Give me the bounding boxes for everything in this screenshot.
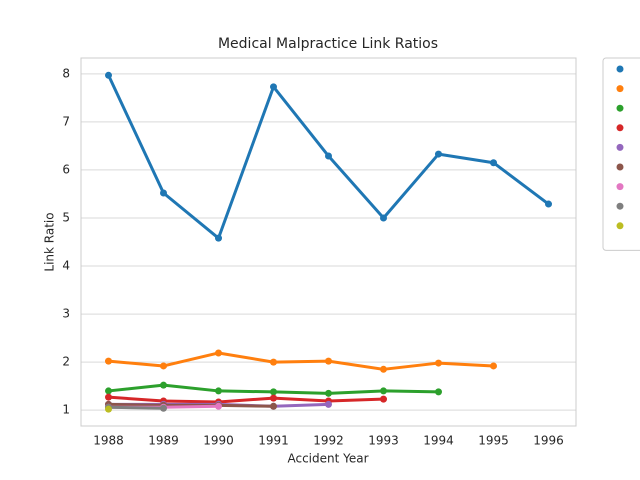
legend-marker [616, 104, 624, 112]
legend-marker [616, 124, 624, 132]
data-point [215, 349, 222, 357]
x-tick-label: 1989 [148, 434, 179, 448]
x-tick-label: 1991 [258, 434, 289, 448]
data-point [380, 387, 387, 395]
y-axis-label: Link Ratio [43, 212, 57, 271]
data-point [490, 362, 497, 370]
data-point [215, 402, 222, 410]
data-point [160, 362, 167, 370]
data-point [105, 393, 112, 401]
data-point [105, 71, 112, 79]
legend-marker [616, 163, 624, 171]
data-point [325, 389, 332, 397]
series-line [108, 395, 384, 404]
data-point [435, 388, 442, 396]
data-point [270, 83, 277, 91]
y-tick-label: 5 [62, 210, 70, 224]
data-point [325, 357, 332, 365]
legend-marker [616, 202, 624, 210]
data-point [380, 395, 387, 403]
x-axis-label: Accident Year [287, 452, 368, 466]
legend-marker [616, 143, 624, 151]
legend-marker [616, 85, 624, 93]
data-point [325, 152, 332, 160]
data-point [270, 358, 277, 366]
legend-box [602, 57, 640, 251]
legend-marker [616, 183, 624, 191]
series-line [108, 405, 164, 410]
data-point [160, 381, 167, 389]
data-point [105, 387, 112, 395]
legend-marker [616, 65, 624, 73]
data-point [270, 394, 277, 402]
legend-marker [616, 222, 624, 230]
x-tick-label: 1994 [423, 434, 454, 448]
data-point [270, 402, 277, 410]
data-point [325, 400, 332, 408]
y-tick-label: 1 [62, 403, 70, 417]
data-point [490, 159, 497, 167]
x-tick-label: 1996 [533, 434, 564, 448]
data-point [435, 359, 442, 367]
series-line [108, 351, 494, 371]
x-tick-label: 1988 [93, 434, 124, 448]
y-tick-label: 3 [62, 307, 70, 321]
y-tick-label: 6 [62, 162, 70, 176]
y-tick-label: 8 [62, 66, 70, 80]
chart-title: Medical Malpractice Link Ratios [218, 36, 438, 52]
data-point [545, 200, 552, 208]
data-point [105, 357, 112, 365]
x-tick-label: 1992 [313, 434, 344, 448]
x-tick-label: 1993 [368, 434, 399, 448]
data-point [215, 387, 222, 395]
data-point [160, 189, 167, 197]
x-tick-label: 1995 [478, 434, 509, 448]
data-point [435, 150, 442, 158]
y-tick-label: 2 [62, 355, 70, 369]
x-tick-label: 1990 [203, 434, 234, 448]
data-point [105, 405, 112, 413]
y-tick-label: 7 [62, 114, 70, 128]
data-point [380, 214, 387, 222]
plot-frame [80, 57, 577, 427]
data-point [270, 388, 277, 396]
data-point [215, 234, 222, 242]
data-point [160, 404, 167, 412]
data-point [380, 365, 387, 373]
y-tick-label: 4 [62, 259, 70, 273]
